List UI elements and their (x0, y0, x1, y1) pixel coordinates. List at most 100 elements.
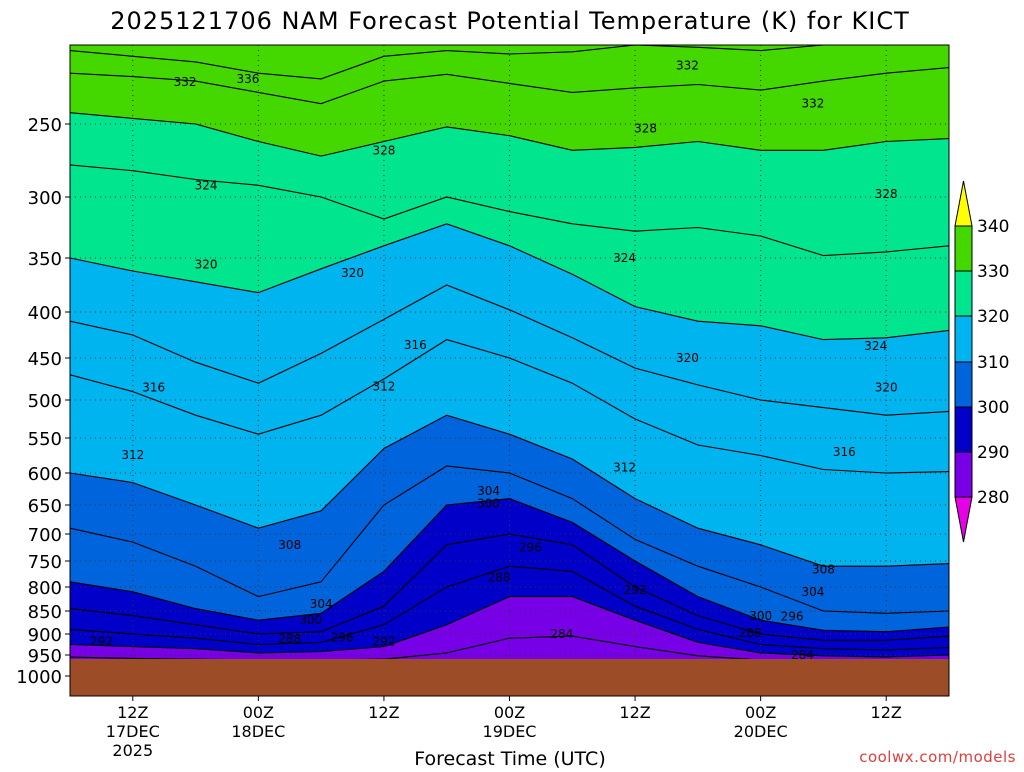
theta-contour-308 (70, 414, 949, 567)
theta-band-fill (70, 285, 949, 473)
theta-contour-296 (70, 533, 949, 641)
ground-surface (70, 659, 949, 696)
theta-contour-324 (70, 164, 949, 257)
x-tick-label: 17DEC (106, 722, 160, 741)
y-tick-label: 250 (28, 115, 62, 136)
theta-band-fill (70, 415, 949, 614)
theta-contour-320 (70, 223, 949, 341)
x-tick-label: 20DEC (734, 722, 788, 741)
y-tick-label: 750 (28, 552, 62, 573)
theta-contour-288 (70, 596, 949, 658)
colorbar-band (954, 361, 973, 408)
contour-label: 316 (833, 445, 856, 459)
contour-label: 332 (174, 75, 197, 89)
contour-label: 328 (634, 121, 657, 135)
theta-band-fill (70, 466, 949, 632)
theta-contour-316 (70, 284, 949, 416)
colorbar-label: 330 (977, 262, 1009, 282)
contour-label: 308 (812, 562, 835, 576)
colorbar-label: 300 (977, 398, 1009, 418)
x-tick-label: 12Z (368, 703, 399, 722)
y-tick-label: 700 (28, 525, 62, 546)
contour-label: 324 (613, 251, 636, 265)
x-tick-label: 00Z (494, 703, 525, 722)
gridlines (70, 45, 949, 696)
contour-label: 304 (310, 597, 333, 611)
contour-label: 284 (550, 627, 573, 641)
contour-label: 288 (278, 632, 301, 646)
x-tick-label: 12Z (871, 703, 902, 722)
theta-band-fill (70, 223, 949, 416)
x-tick-label: 18DEC (231, 722, 285, 741)
theta-contour-300 (70, 498, 949, 633)
y-tick-label: 350 (28, 249, 62, 270)
contour-label: 304 (477, 484, 500, 498)
theta-band-fill (70, 498, 949, 641)
theta-band-fill (70, 566, 949, 658)
contour-label: 312 (372, 380, 395, 394)
theta-contour-layer (70, 45, 949, 664)
theta-band-fill (70, 534, 949, 650)
contour-label: 320 (195, 257, 218, 271)
y-tick-label: 1000 (16, 667, 62, 688)
contour-label: 308 (278, 538, 301, 552)
colorbar-band (954, 270, 973, 317)
colorbar-arrow-bottom (954, 496, 973, 543)
contour-label: 292 (90, 635, 113, 649)
theta-band-fill (70, 112, 949, 256)
x-tick-label: 12Z (117, 703, 148, 722)
contour-label: 292 (624, 583, 647, 597)
contour-label: 296 (781, 610, 804, 624)
colorbar: 340 330 320 310 300 290 280 (954, 180, 1009, 543)
colorbar-band (954, 315, 973, 363)
colorbar-label: 320 (977, 307, 1009, 327)
contour-label: 300 (749, 609, 772, 623)
contour-label: 320 (341, 266, 364, 280)
contour-label: 324 (195, 178, 218, 192)
contour-label: 284 (791, 648, 814, 662)
x-tick-label: 00Z (745, 703, 776, 722)
theta-contour-312 (70, 339, 949, 474)
y-tick-label: 450 (28, 349, 62, 370)
x-tick-label: 2025 (112, 741, 153, 760)
x-tick-label: 00Z (243, 703, 274, 722)
y-tick-label: 950 (28, 646, 62, 667)
contour-label: 316 (142, 380, 165, 394)
x-axis-label: Forecast Time (UTC) (414, 748, 605, 768)
theta-contour-292 (70, 565, 949, 651)
x-tick-label: 19DEC (483, 722, 537, 741)
y-tick-label: 300 (28, 188, 62, 209)
contour-label: 324 (864, 339, 887, 353)
contour-label: 312 (613, 460, 636, 474)
colorbar-band (954, 225, 973, 272)
theta-contour-336 (70, 45, 949, 80)
watermark: coolwx.com/models (859, 748, 1016, 766)
y-tick-label: 550 (28, 429, 62, 450)
colorbar-label: 310 (977, 353, 1009, 373)
colorbar-label: 340 (977, 217, 1009, 237)
theta-band-fill (70, 596, 949, 663)
y-axis: 2503003504004505005506006507007508008509… (16, 115, 70, 688)
theta-band-fill (70, 45, 949, 79)
contour-label: 320 (875, 380, 898, 394)
contour-label: 304 (802, 585, 825, 599)
colorbar-label: 280 (977, 488, 1009, 508)
theta-contour-332 (70, 67, 949, 105)
y-tick-label: 800 (28, 578, 62, 599)
y-tick-label: 500 (28, 391, 62, 412)
contour-label: 288 (488, 571, 511, 585)
theta-contour-328 (70, 112, 949, 157)
colorbar-label: 290 (977, 443, 1009, 463)
x-tick-label: 12Z (619, 703, 650, 722)
contour-label: 296 (331, 630, 354, 644)
contour-label: 288 (739, 626, 762, 640)
contour-label: 296 (519, 541, 542, 555)
contour-label: 300 (477, 497, 500, 511)
theta-band-fill (70, 164, 949, 340)
colorbar-band (954, 451, 973, 498)
y-tick-label: 600 (28, 464, 62, 485)
theta-contour-304 (70, 465, 949, 614)
